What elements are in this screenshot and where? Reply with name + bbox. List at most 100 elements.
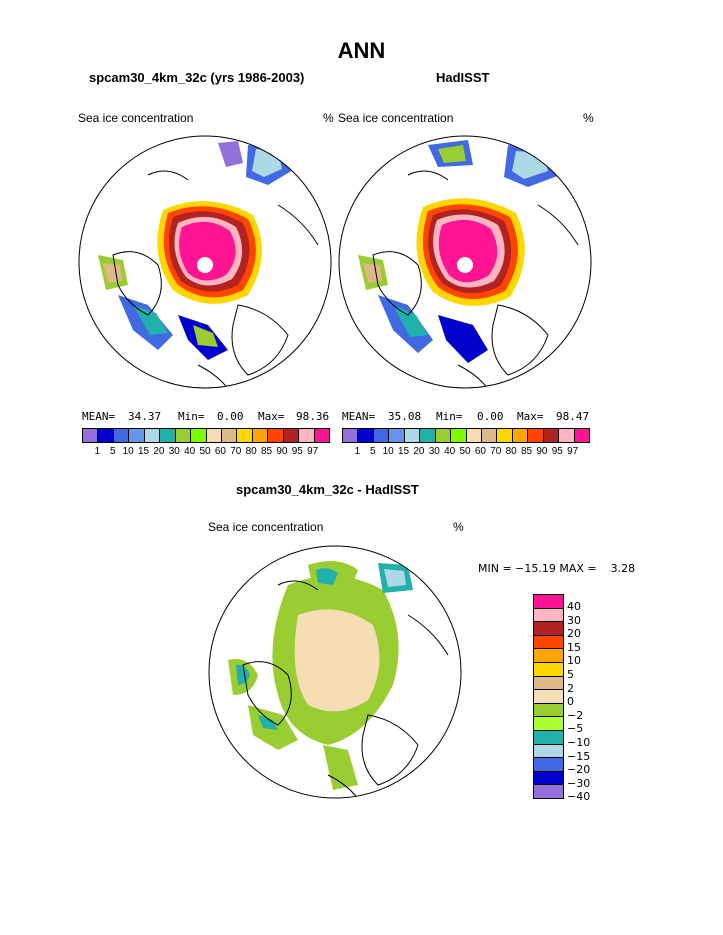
colorbar-swatch: [574, 429, 589, 442]
colorbar-tick-label: 60: [474, 446, 486, 457]
colorbar-tick-label: 85: [260, 446, 273, 457]
colorbar-swatch: [252, 429, 269, 442]
colorbar-tick-label: 15: [397, 446, 410, 457]
panel2-title: HadISST: [436, 70, 490, 85]
panel1-mean-value: 34.37: [128, 410, 162, 423]
diff-colorbar-label: −10: [567, 736, 591, 749]
colorbar-tick-label: 85: [520, 446, 533, 457]
diff-colorbar-swatch: [534, 730, 563, 745]
colorbar-tick-label: 95: [551, 446, 563, 457]
colorbar-swatch: [206, 429, 222, 442]
colorbar-tick-label: 1: [94, 446, 101, 457]
colorbar-swatch: [559, 429, 575, 442]
diff-colorbar-swatch: [534, 676, 563, 691]
colorbar-swatch: [343, 429, 359, 442]
diff-colorbar-label: −5: [567, 722, 584, 736]
panel2-mean-value: 35.08: [388, 410, 422, 423]
colorbar-swatch: [83, 429, 99, 442]
panel1-polar-map: [78, 135, 332, 389]
colorbar-swatch: [543, 429, 560, 442]
colorbar-swatch: [299, 429, 315, 442]
colorbar-swatch: [129, 429, 145, 442]
colorbar-tick-label: 90: [276, 446, 288, 457]
panel2-units: %: [583, 111, 594, 125]
colorbar-swatch: [389, 429, 405, 442]
diff-colorbar-swatch: [534, 649, 563, 663]
diff-colorbar-swatch: [534, 690, 563, 704]
panel1-max-value: 98.36: [296, 410, 330, 423]
colorbar-tick-label: 20: [153, 446, 165, 457]
colorbar-swatch: [237, 429, 253, 442]
colorbar-swatch: [373, 429, 390, 442]
colorbar-swatch: [160, 429, 176, 442]
diff-polar-map: [208, 545, 462, 799]
figure-title: ANN: [337, 38, 386, 63]
diff-colorbar-label: 15: [567, 640, 581, 654]
colorbar-tick-label: 80: [245, 446, 257, 457]
diff-colorbar-swatch: [534, 758, 563, 772]
panel1-max-label: Max=: [258, 410, 285, 423]
diff-colorbar-swatch: [534, 717, 563, 731]
diff-colorbar-label: 40: [567, 600, 581, 613]
colorbar-tick-label: 30: [168, 446, 180, 457]
diff-minmax: MIN = −15.19 MAX = 3.28: [478, 562, 636, 575]
diff-colorbar-label: −15: [567, 749, 591, 763]
colorbar-tick-label: 5: [369, 446, 376, 457]
colorbar-tick-label: 70: [230, 446, 242, 457]
colorbar-swatch: [113, 429, 130, 442]
diff-colorbar-swatch: [534, 703, 563, 718]
colorbar-swatch: [314, 429, 329, 442]
colorbar-swatch: [175, 429, 192, 442]
colorbar-swatch: [221, 429, 238, 442]
colorbar-tick-label: 97: [567, 446, 579, 457]
colorbar-tick-label: 80: [505, 446, 517, 457]
colorbar-tick-label: 20: [413, 446, 425, 457]
diff-colorbar-label: −20: [567, 763, 591, 777]
colorbar-swatch: [451, 429, 467, 442]
colorbar-swatch: [528, 429, 544, 442]
colorbar-tick-label: 50: [199, 446, 211, 457]
diff-colorbar-label: −2: [567, 708, 584, 722]
diff-colorbar-label: −40: [567, 790, 591, 804]
panel1-units: %: [323, 111, 334, 125]
panel1-colorbar: [82, 428, 330, 443]
colorbar-tick-label: 10: [382, 446, 394, 457]
diff-colorbar-swatch: [534, 744, 563, 759]
colorbar-tick-label: 30: [428, 446, 440, 457]
panel1-min-value: 0.00: [217, 410, 244, 423]
diff-title: spcam30_4km_32c - HadISST: [236, 482, 419, 497]
diff-colorbar-label: −30: [567, 776, 591, 790]
panel1-variable: Sea ice concentration: [78, 111, 194, 125]
panel2-min-label: Min=: [436, 410, 463, 423]
diff-colorbar-label: 30: [567, 613, 581, 627]
colorbar-tick-label: 40: [444, 446, 456, 457]
colorbar-tick-label: 1: [354, 446, 361, 457]
colorbar-swatch: [144, 429, 161, 442]
colorbar-swatch: [268, 429, 284, 442]
colorbar-swatch: [191, 429, 207, 442]
diff-colorbar-label: 20: [567, 627, 581, 641]
diff-variable: Sea ice concentration: [208, 520, 324, 534]
colorbar-swatch: [404, 429, 421, 442]
diff-colorbar-label: 5: [567, 668, 574, 681]
diff-colorbar-swatch: [534, 662, 563, 677]
panel2-max-value: 98.47: [556, 410, 590, 423]
colorbar-tick-label: 15: [137, 446, 150, 457]
diff-colorbar-swatch: [534, 785, 563, 798]
panel2-variable: Sea ice concentration: [338, 111, 454, 125]
panel2-colorbar-ticks: 1 5 10 15 20 30 40 50 60 70 80 85 90 95 97: [342, 446, 588, 458]
colorbar-swatch: [435, 429, 452, 442]
colorbar-tick-label: 95: [291, 446, 303, 457]
colorbar-swatch: [497, 429, 513, 442]
colorbar-tick-label: 60: [214, 446, 226, 457]
panel1-min-label: Min=: [178, 410, 205, 423]
panel2-colorbar: [342, 428, 590, 443]
colorbar-swatch: [512, 429, 529, 442]
colorbar-swatch: [283, 429, 300, 442]
diff-colorbar-swatch: [534, 771, 563, 786]
colorbar-tick-label: 50: [459, 446, 471, 457]
panel1-colorbar-ticks: 1 5 10 15 20 30 40 50 60 70 80 85 90 95 97: [82, 446, 328, 458]
colorbar-tick-label: 97: [307, 446, 319, 457]
diff-colorbar-swatch: [534, 595, 563, 609]
colorbar-tick-label: 10: [122, 446, 134, 457]
